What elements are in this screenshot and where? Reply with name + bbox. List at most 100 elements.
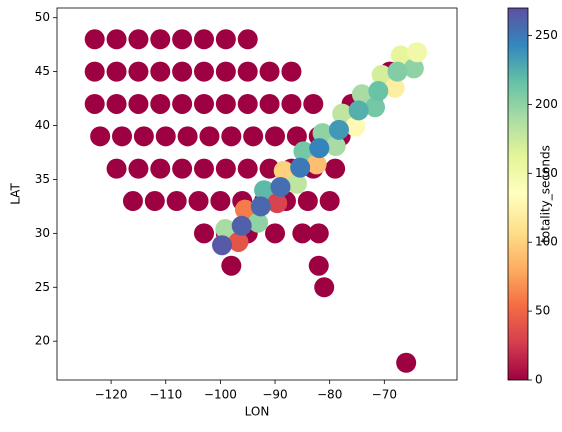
point [128,61,149,82]
point [237,158,258,179]
point [172,61,193,82]
point [155,126,176,147]
point [308,255,329,276]
colorbar-tick-label: 100 [535,235,558,249]
point [348,100,369,121]
point [215,219,236,240]
x-tick-label: −90 [262,388,287,402]
x-axis-label: LON [245,405,270,419]
point [250,196,271,217]
point [292,223,313,244]
point [368,81,389,102]
point [387,61,408,82]
point [106,29,127,50]
point [193,29,214,50]
point [267,193,288,214]
y-tick-label: 45 [35,64,50,78]
y-tick-label: 30 [35,226,50,240]
point [306,154,327,175]
point [193,158,214,179]
point [128,93,149,114]
y-tick-label: 50 [35,10,50,24]
y-tick-label: 20 [35,334,50,348]
point [150,158,171,179]
colorbar-tick-label: 50 [535,304,550,318]
point [308,223,329,244]
point [228,231,249,252]
point [365,97,386,118]
x-tick-label: −120 [95,388,128,402]
point [248,212,269,233]
colorbar-label: totality_seconds [539,145,553,243]
point [273,160,294,181]
plot-area [84,29,428,373]
point [325,158,346,179]
point [328,119,349,140]
point [384,77,405,98]
point [407,42,428,63]
point [128,29,149,50]
point [286,126,307,147]
point [106,61,127,82]
colorbar-tick-label: 250 [535,28,558,42]
point [286,173,307,194]
point [254,180,275,201]
point [215,93,236,114]
point [150,61,171,82]
point [290,157,311,178]
point [231,215,252,236]
point [210,191,231,212]
point [106,93,127,114]
point [166,191,187,212]
x-tick-label: −70 [372,388,397,402]
point [193,61,214,82]
point [172,93,193,114]
point [314,277,335,298]
point [396,352,417,373]
point [215,158,236,179]
point [172,29,193,50]
point [106,158,127,179]
point [403,58,424,79]
colorbar-tick-label: 150 [535,166,558,180]
point [150,93,171,114]
point [312,123,333,144]
point [199,126,220,147]
point [84,61,105,82]
point [309,138,330,159]
point [371,64,392,85]
point [319,191,340,212]
point [221,255,242,276]
point [237,61,258,82]
axes-frame [56,7,458,381]
point [237,29,258,50]
point [293,141,314,162]
point [193,223,214,244]
x-tick-label: −100 [204,388,237,402]
point [84,29,105,50]
point [351,84,372,105]
colorbar [507,7,529,381]
point [150,29,171,50]
point [188,191,209,212]
point [243,126,264,147]
point [234,199,255,220]
y-tick-label: 35 [35,172,50,186]
point [390,45,411,66]
point [177,126,198,147]
point [133,126,154,147]
y-tick-label: 40 [35,118,50,132]
point [215,29,236,50]
point [122,191,143,212]
point [259,93,280,114]
point [144,191,165,212]
point [172,158,193,179]
point [259,61,280,82]
x-tick-label: −110 [149,388,182,402]
point [265,126,286,147]
point [297,191,318,212]
y-tick-label: 25 [35,280,50,294]
point [212,235,233,256]
point [193,93,214,114]
